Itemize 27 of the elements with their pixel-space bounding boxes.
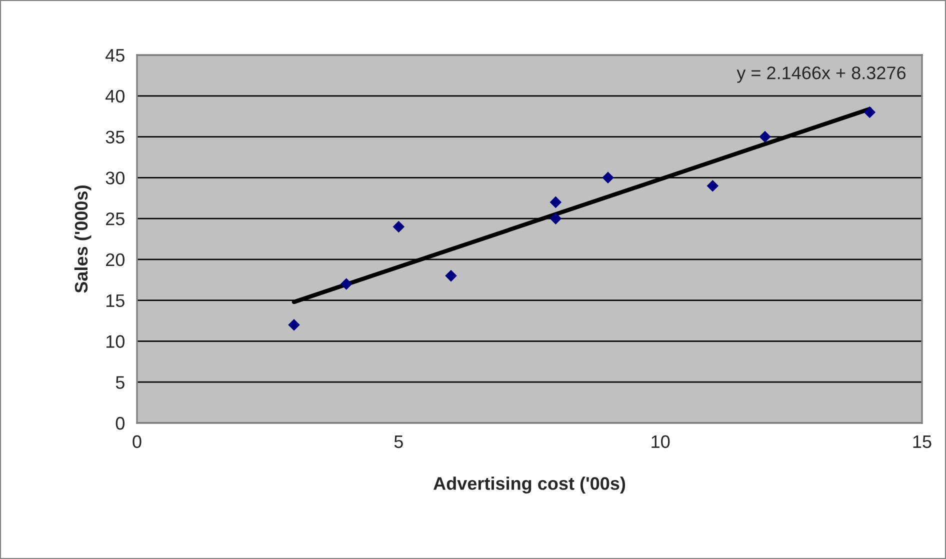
y-tick-label: 0 [116, 416, 124, 430]
y-tick-label: 5 [116, 376, 124, 389]
annotation: y = 2.1466x + 8.3276 [736, 66, 906, 83]
y-tick-label: 10 [106, 335, 124, 348]
x-tick-label: 15 [913, 435, 932, 448]
y-tick-label: 20 [106, 253, 124, 266]
point [550, 212, 562, 224]
point [602, 172, 614, 184]
point [759, 130, 771, 143]
y-axis-title: Sales ('000s) [74, 186, 92, 293]
point [288, 318, 300, 331]
y-tick-label: 35 [106, 130, 124, 144]
y-tick-label: 40 [106, 90, 124, 103]
point [392, 220, 405, 233]
x-tick-label: 5 [394, 435, 403, 448]
x-tick-label: 10 [652, 435, 670, 448]
point [445, 270, 457, 282]
y-tick-label: 25 [106, 212, 124, 226]
point [340, 278, 352, 290]
point [706, 180, 719, 192]
point [864, 106, 876, 118]
x-tick-label: 0 [132, 435, 142, 448]
y-tick-label: 15 [106, 294, 124, 308]
point [550, 196, 562, 208]
y-tick-label: 30 [106, 172, 124, 184]
y-tick-label: 45 [106, 49, 124, 62]
x-axis-title: Advertising cost ('00s) [433, 476, 626, 494]
